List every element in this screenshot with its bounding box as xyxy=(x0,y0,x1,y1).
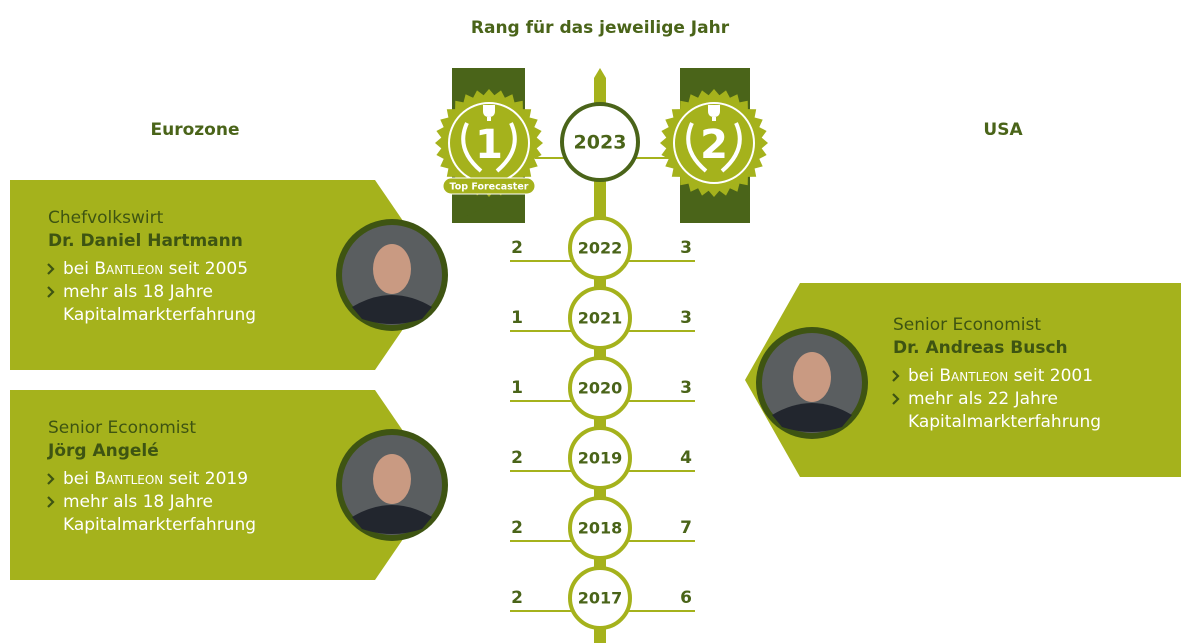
bullet-text: Kapitalmarkterfahrung xyxy=(63,515,256,535)
bullet-prefix: bei xyxy=(63,469,89,489)
name: Dr. Daniel Hartmann xyxy=(48,231,243,251)
year-circle xyxy=(560,102,640,182)
trophy xyxy=(708,105,720,121)
badge-rank: 2 xyxy=(700,122,728,168)
chevron xyxy=(47,263,55,275)
chevron xyxy=(47,473,55,485)
year: 2017 xyxy=(578,589,623,608)
role: Senior Economist xyxy=(48,418,196,438)
region-label: USA xyxy=(983,120,1023,140)
chevron xyxy=(892,370,900,382)
bullet-text: bei Bantleon seit 2019 xyxy=(63,469,248,489)
name: Dr. Andreas Busch xyxy=(893,338,1068,358)
photo-face xyxy=(793,352,831,402)
laurel xyxy=(461,122,517,173)
year: 2020 xyxy=(578,379,623,398)
year-circle xyxy=(568,426,632,490)
region-label: Eurozone xyxy=(151,120,240,140)
year-circle xyxy=(568,356,632,420)
year-circle xyxy=(568,216,632,280)
trophy xyxy=(483,105,495,121)
year-circle xyxy=(568,566,632,630)
year: 2019 xyxy=(578,449,623,468)
laurel xyxy=(686,122,742,173)
company: Bantleon xyxy=(94,259,163,279)
profile-box xyxy=(10,180,440,370)
bullet-prefix: bei xyxy=(63,259,89,279)
photo-suit xyxy=(352,505,432,534)
bullet-prefix: bei xyxy=(908,366,934,386)
bullet-text: Kapitalmarkterfahrung xyxy=(908,412,1101,432)
year: 2021 xyxy=(578,309,623,328)
chevron xyxy=(47,496,55,508)
rank-right: 4 xyxy=(680,448,692,468)
rank-left: 2 xyxy=(511,448,523,468)
chevron xyxy=(892,393,900,405)
rank-right: 3 xyxy=(680,238,692,258)
role: Senior Economist xyxy=(893,315,1041,335)
ribbon xyxy=(452,200,525,223)
name: Jörg Angelé xyxy=(47,441,159,461)
role: Chefvolkswirt xyxy=(48,208,164,228)
company: Bantleon xyxy=(94,469,163,489)
rank-right: 3 xyxy=(680,378,692,398)
bullet-text: Kapitalmarkterfahrung xyxy=(63,305,256,325)
bullet-text: bei Bantleon seit 2005 xyxy=(63,259,248,279)
seal-ring xyxy=(673,102,755,184)
year-circle xyxy=(568,286,632,350)
year-circle xyxy=(568,496,632,560)
bullet-text: mehr als 18 Jahre xyxy=(63,492,213,512)
seal xyxy=(660,89,768,197)
badge-label-bg xyxy=(442,177,536,195)
bullet-suffix: seit 2001 xyxy=(1014,366,1093,386)
year: 2022 xyxy=(578,239,623,258)
photo-face xyxy=(373,454,411,504)
photo-face xyxy=(373,244,411,294)
rank-left: 2 xyxy=(511,238,523,258)
bullet-suffix: seit 2019 xyxy=(169,469,248,489)
rank-right: 6 xyxy=(680,588,692,608)
title: Rang für das jeweilige Jahr xyxy=(471,18,730,38)
rank-right: 7 xyxy=(680,518,692,538)
rank-left: 2 xyxy=(511,588,523,608)
photo-suit xyxy=(352,295,432,324)
year: 2023 xyxy=(574,132,627,154)
rank-left: 1 xyxy=(511,378,523,398)
bullet-text: mehr als 18 Jahre xyxy=(63,282,213,302)
bullet-text: bei Bantleon seit 2001 xyxy=(908,366,1093,386)
badge-label: Top Forecaster xyxy=(450,182,529,193)
bullet-text: mehr als 22 Jahre xyxy=(908,389,1058,409)
badge-rank: 1 xyxy=(475,122,503,168)
rank-left: 1 xyxy=(511,308,523,328)
company: Bantleon xyxy=(939,366,1008,386)
bullet-suffix: seit 2005 xyxy=(169,259,248,279)
chevron xyxy=(47,286,55,298)
rank-right: 3 xyxy=(680,308,692,328)
profile-box xyxy=(745,283,1181,477)
year: 2018 xyxy=(578,519,623,538)
rank-left: 2 xyxy=(511,518,523,538)
photo-suit xyxy=(772,403,852,432)
profile-box xyxy=(10,390,440,580)
seal xyxy=(435,89,543,197)
